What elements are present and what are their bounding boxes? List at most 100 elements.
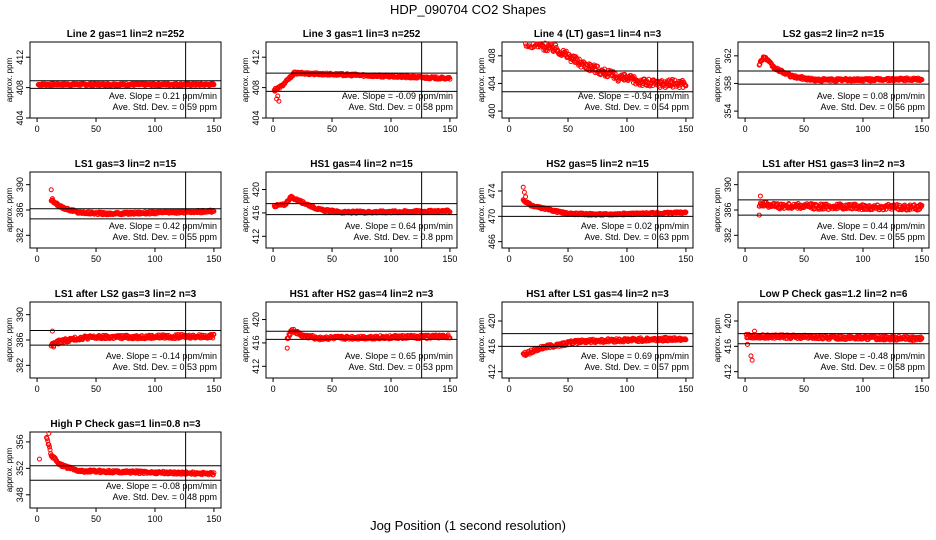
- y-tick-label: 352: [15, 461, 25, 476]
- data-point: [521, 189, 527, 195]
- y-tick-label: 412: [487, 364, 497, 379]
- plot-frame: [501, 41, 694, 119]
- data-point: [749, 357, 755, 363]
- y-axis-label: approx. ppm: [713, 57, 722, 102]
- data-point: [44, 436, 50, 442]
- x-tick-label: 150: [442, 254, 457, 264]
- y-tick-label: 420: [723, 313, 733, 328]
- data-point: [757, 193, 763, 199]
- y-tick-label: 412: [251, 229, 261, 244]
- panel-title: HS1 after HS2 gas=4 lin=2 n=3: [290, 289, 434, 300]
- slope-annotation: Ave. Slope = -0.14 ppm/min: [106, 351, 217, 361]
- x-tick-label: 0: [271, 124, 276, 134]
- x-tick-label: 150: [678, 254, 693, 264]
- panel-title: HS2 gas=5 lin=2 n=15: [546, 159, 649, 170]
- x-tick-label: 0: [507, 124, 512, 134]
- plot-frame: [265, 301, 458, 379]
- data-point: [447, 209, 453, 215]
- x-tick-label: 150: [206, 254, 221, 264]
- data-point: [683, 337, 689, 343]
- y-axis-label: approx. ppm: [5, 57, 14, 102]
- data-point: [211, 82, 217, 88]
- stddev-annotation: Ave. Std. Dev. = 0.55 ppm: [821, 232, 925, 242]
- data-point: [211, 331, 217, 337]
- x-tick-label: 50: [799, 254, 809, 264]
- panel-title: LS2 gas=2 lin=2 n=15: [783, 29, 885, 40]
- x-tick-label: 100: [619, 254, 634, 264]
- x-tick-label: 50: [91, 384, 101, 394]
- y-tick-label: 470: [487, 209, 497, 224]
- plot-frame: [29, 41, 222, 119]
- x-tick-label: 50: [563, 384, 573, 394]
- y-tick-label: 390: [15, 177, 25, 192]
- y-tick-label: 382: [15, 228, 25, 243]
- y-axis-label: approx. ppm: [5, 187, 14, 232]
- y-tick-label: 390: [723, 177, 733, 192]
- x-tick-label: 100: [855, 124, 870, 134]
- data-point: [919, 335, 925, 341]
- slope-annotation: Ave. Slope = -0.94 ppm/min: [578, 91, 689, 101]
- x-tick-label: 100: [147, 514, 162, 524]
- y-tick-label: 408: [15, 80, 25, 95]
- data-point: [46, 430, 52, 436]
- stddev-annotation: Ave. Std. Dev. = 0.55 ppm: [113, 232, 217, 242]
- stddev-annotation: Ave. Std. Dev. = 0.57 ppm: [585, 362, 689, 372]
- x-tick-label: 150: [914, 254, 929, 264]
- x-tick-label: 50: [563, 254, 573, 264]
- data-point: [284, 345, 290, 351]
- x-tick-label: 0: [507, 384, 512, 394]
- y-tick-label: 412: [15, 50, 25, 65]
- plot-frame: [501, 171, 694, 249]
- plot-frame: [737, 41, 930, 119]
- stddev-annotation: Ave. Std. Dev. = 0.48 ppm: [113, 492, 217, 502]
- data-point: [48, 187, 54, 193]
- y-axis-label: approx. ppm: [241, 187, 250, 232]
- slope-annotation: Ave. Slope = 0.44 ppm/min: [817, 221, 925, 231]
- plot-frame: [265, 41, 458, 119]
- y-tick-label: 382: [723, 228, 733, 243]
- y-tick-label: 400: [487, 104, 497, 119]
- x-tick-label: 0: [743, 254, 748, 264]
- panel-title: HS1 gas=4 lin=2 n=15: [310, 159, 413, 170]
- y-tick-label: 416: [251, 205, 261, 220]
- x-tick-label: 100: [383, 254, 398, 264]
- slope-annotation: Ave. Slope = 0.02 ppm/min: [581, 221, 689, 231]
- x-tick-label: 50: [799, 124, 809, 134]
- data-point: [447, 76, 453, 82]
- x-tick-label: 100: [383, 124, 398, 134]
- slope-annotation: Ave. Slope = 0.69 ppm/min: [581, 351, 689, 361]
- x-tick-label: 50: [563, 124, 573, 134]
- y-tick-label: 408: [487, 48, 497, 63]
- x-tick-label: 50: [327, 384, 337, 394]
- x-tick-label: 50: [91, 124, 101, 134]
- y-tick-label: 466: [487, 234, 497, 249]
- y-axis-label: approx. ppm: [241, 317, 250, 362]
- data-point: [275, 93, 281, 99]
- stddev-annotation: Ave. Std. Dev. = 0.58 ppm: [821, 362, 925, 372]
- data-point: [563, 48, 569, 54]
- x-tick-label: 50: [91, 514, 101, 524]
- y-axis-label: approx. ppm: [713, 317, 722, 362]
- stddev-annotation: Ave. Std. Dev. = 0.53 ppm: [349, 362, 453, 372]
- plot-frame: [29, 431, 222, 509]
- y-tick-label: 412: [251, 359, 261, 374]
- data-point: [919, 77, 925, 83]
- y-tick-label: 386: [723, 202, 733, 217]
- y-tick-label: 404: [251, 110, 261, 125]
- plot-frame: [737, 301, 930, 379]
- y-tick-label: 358: [723, 76, 733, 91]
- x-tick-label: 100: [147, 384, 162, 394]
- data-point: [669, 77, 675, 83]
- stddev-annotation: Ave. Std. Dev. = 0.63 ppm: [585, 232, 689, 242]
- x-tick-label: 0: [35, 124, 40, 134]
- data-point: [553, 42, 559, 48]
- x-tick-label: 100: [147, 254, 162, 264]
- data-point: [918, 334, 924, 340]
- y-tick-label: 420: [251, 182, 261, 197]
- x-tick-label: 100: [855, 384, 870, 394]
- data-point: [752, 328, 758, 334]
- x-tick-label: 150: [678, 384, 693, 394]
- y-tick-label: 356: [15, 434, 25, 449]
- x-tick-label: 150: [442, 124, 457, 134]
